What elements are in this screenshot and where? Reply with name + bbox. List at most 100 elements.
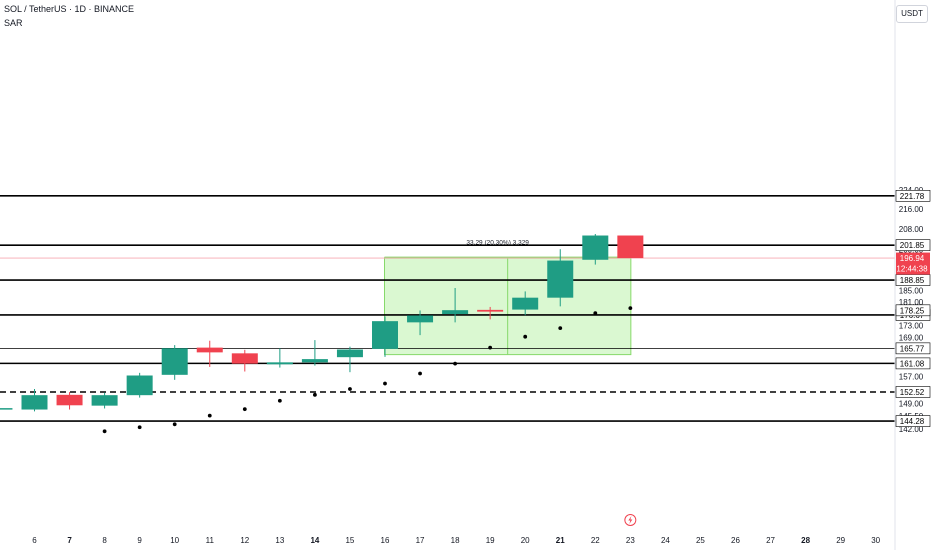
sar-dot	[207, 413, 212, 418]
currency-button[interactable]: USDT	[896, 5, 928, 23]
candle[interactable]	[56, 392, 83, 410]
sar-dot	[593, 311, 598, 316]
sar-dot	[628, 306, 633, 311]
candle-body	[547, 260, 574, 298]
candle-body	[126, 375, 153, 396]
x-axis-tick-label: 19	[486, 536, 495, 545]
x-axis-tick-label: 22	[591, 536, 600, 545]
current-price-label-text: 196.94	[900, 254, 925, 263]
y-axis-tick-label: 173.00	[899, 321, 924, 330]
chart-symbol-title: SOL / TetherUS · 1D · BINANCE	[4, 4, 135, 14]
candle[interactable]	[372, 316, 398, 357]
candle[interactable]	[301, 340, 328, 366]
sar-dot	[137, 425, 142, 430]
candle[interactable]	[231, 349, 258, 372]
candle[interactable]	[582, 233, 609, 265]
level-price-label-bg	[895, 190, 931, 202]
candle[interactable]	[21, 388, 48, 412]
level-price-label-text: 152.52	[900, 388, 925, 397]
level-price-label[interactable]: 144.28	[895, 415, 931, 427]
current-price-label-countdown: 12:44:38	[896, 265, 928, 274]
x-axis: 6 7 8 9 10 11 12 13 14 15 16 17 18 19 20 21 22 23 24 25 26 27…	[32, 536, 880, 545]
event-marker-layer	[624, 514, 637, 526]
level-price-label[interactable]: 221.78	[895, 190, 931, 202]
candle[interactable]	[407, 310, 434, 336]
sar-dot	[348, 387, 352, 391]
x-axis-tick-label: 18	[451, 536, 460, 545]
x-axis-tick-label: 8	[102, 536, 107, 545]
x-axis-tick-label: 20	[521, 536, 530, 545]
candle[interactable]	[336, 346, 363, 373]
x-axis-tick-label: 9	[137, 536, 142, 545]
current-price-label-bg	[896, 252, 930, 275]
candle[interactable]	[126, 372, 153, 398]
candle-body	[407, 315, 434, 323]
sar-dot	[523, 334, 528, 339]
x-axis-tick-label: 6	[32, 536, 37, 545]
x-axis-tick-label: 16	[381, 536, 390, 545]
level-price-label-text: 188.85	[900, 276, 925, 285]
sar-dot	[172, 422, 177, 427]
level-price-label[interactable]: 178.25	[895, 304, 931, 317]
level-price-label-bg	[895, 304, 931, 317]
candle[interactable]	[547, 249, 574, 307]
sar-dot	[277, 398, 282, 403]
x-axis-tick-label: 11	[206, 536, 215, 545]
x-axis-tick-label: 15	[345, 536, 354, 545]
sar-dot	[418, 371, 422, 376]
level-price-label[interactable]: 201.85	[895, 239, 931, 251]
sar-dot	[488, 345, 493, 350]
candle[interactable]	[442, 288, 469, 323]
y-axis-tick-label: 208.00	[899, 225, 924, 234]
level-price-label-text: 221.78	[900, 192, 925, 201]
candle-body	[231, 353, 258, 364]
x-axis-tick-label: 17	[416, 536, 425, 545]
candle[interactable]	[0, 406, 13, 412]
indicator-legend-sar[interactable]: SAR	[4, 18, 23, 28]
candle-body	[21, 395, 48, 410]
candle-body	[301, 359, 328, 363]
candle[interactable]	[512, 291, 539, 316]
level-price-label-text: 165.77	[900, 344, 925, 353]
candle-body	[372, 321, 398, 349]
lightning-bolt-icon	[628, 516, 633, 524]
candle-body	[91, 395, 118, 406]
candle-body	[56, 394, 83, 406]
sar-dot	[313, 392, 317, 397]
level-price-label[interactable]: 161.08	[895, 357, 931, 370]
level-price-label-text: 178.25	[900, 306, 925, 315]
level-price-label-text: 201.85	[900, 241, 925, 250]
candle[interactable]	[161, 345, 188, 380]
x-axis-tick-label: 30	[871, 536, 880, 545]
sar-dot	[453, 361, 457, 366]
candle[interactable]	[196, 340, 223, 367]
level-price-label-bg	[895, 342, 931, 355]
candle-body	[336, 349, 363, 358]
level-price-label[interactable]: 188.85	[895, 274, 931, 286]
candle[interactable]	[91, 392, 118, 409]
candle-body	[582, 235, 609, 260]
level-price-label[interactable]: 152.52	[895, 386, 931, 398]
y-axis-tick-label: 216.00	[899, 205, 924, 214]
x-axis-tick-label: 13	[275, 536, 284, 545]
candles-layer	[0, 233, 644, 412]
candle[interactable]	[617, 235, 644, 259]
sar-dots-layer	[102, 306, 633, 434]
x-axis-tick-label: 7	[67, 536, 72, 545]
current-price-label[interactable]: 196.94 12:44:38	[896, 252, 930, 275]
x-axis-tick-label: 24	[661, 536, 670, 545]
level-price-label-bg	[895, 239, 931, 251]
x-axis-tick-label: 26	[731, 536, 740, 545]
candle[interactable]	[266, 348, 293, 368]
level-price-label-bg	[895, 357, 931, 370]
level-price-label-bg	[895, 386, 931, 398]
x-axis-tick-label: 14	[310, 536, 319, 545]
y-axis-tick-label: 169.00	[899, 334, 924, 343]
x-axis-tick-label: 29	[836, 536, 845, 545]
level-price-label[interactable]: 165.77	[895, 342, 931, 355]
lightning-event-icon[interactable]	[624, 514, 637, 526]
sar-dot	[242, 407, 247, 412]
candle[interactable]	[477, 306, 504, 320]
sar-dot	[558, 326, 563, 331]
